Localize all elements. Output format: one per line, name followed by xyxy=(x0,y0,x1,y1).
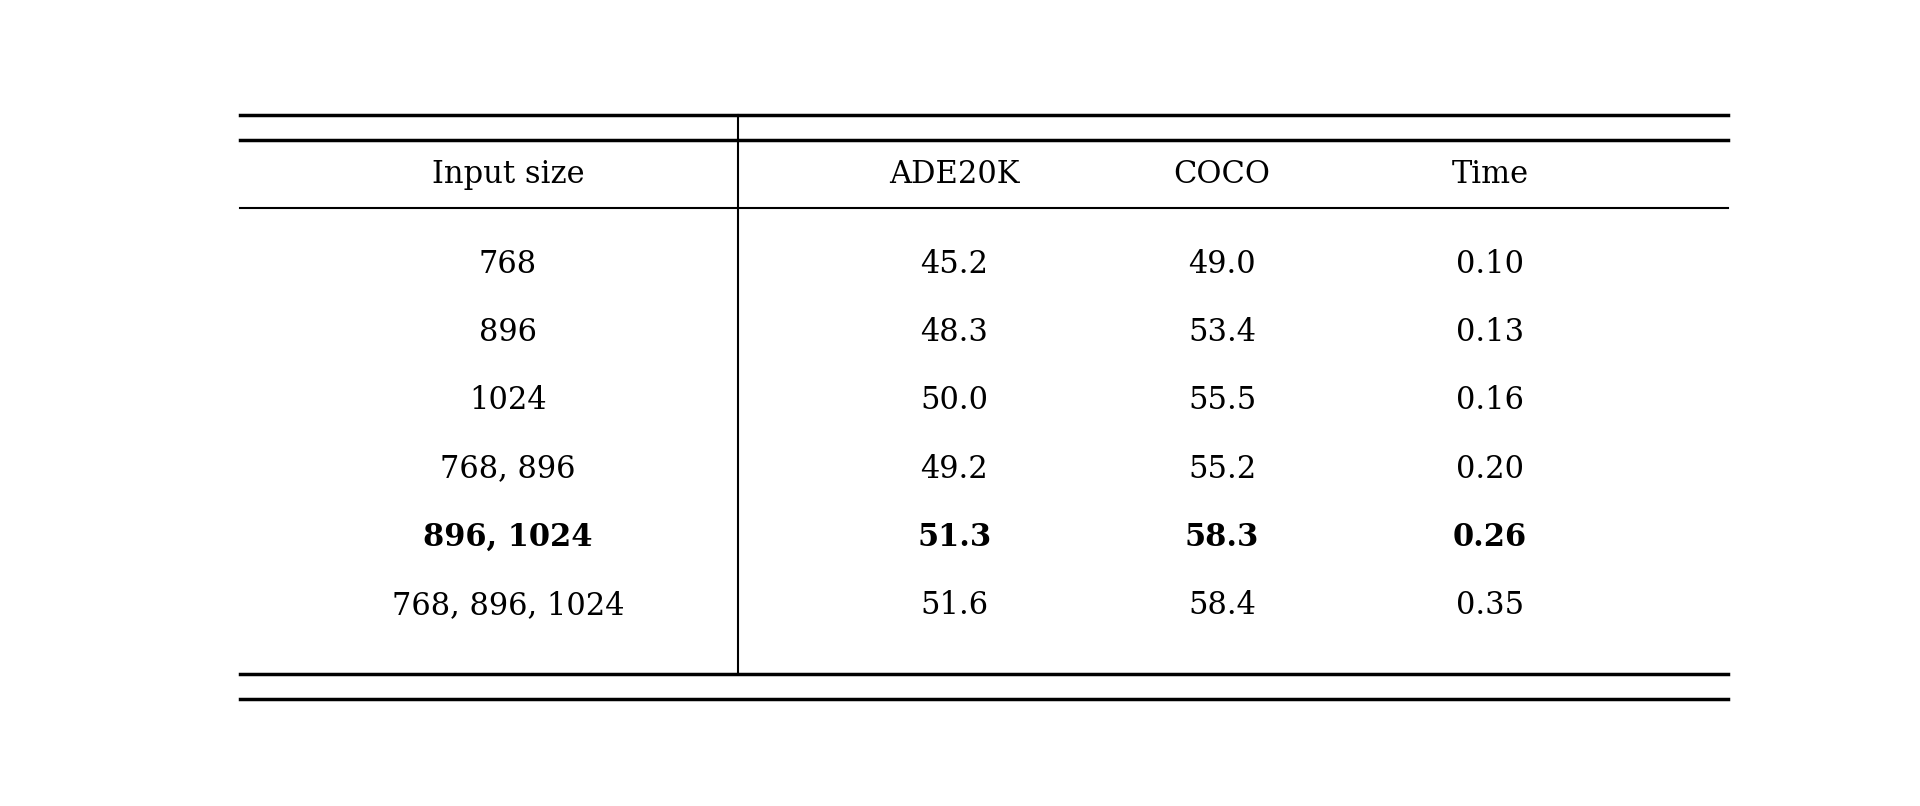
Text: 0.16: 0.16 xyxy=(1455,385,1524,417)
Text: 45.2: 45.2 xyxy=(920,249,989,280)
Text: 58.4: 58.4 xyxy=(1188,590,1256,621)
Text: 0.13: 0.13 xyxy=(1455,317,1524,348)
Text: 768, 896: 768, 896 xyxy=(440,454,576,484)
Text: 0.20: 0.20 xyxy=(1455,454,1524,484)
Text: 768, 896, 1024: 768, 896, 1024 xyxy=(392,590,624,621)
Text: 51.6: 51.6 xyxy=(920,590,989,621)
Text: 48.3: 48.3 xyxy=(920,317,989,348)
Text: 49.0: 49.0 xyxy=(1188,249,1256,280)
Text: 896, 1024: 896, 1024 xyxy=(422,521,593,553)
Text: Input size: Input size xyxy=(432,159,584,189)
Text: 0.26: 0.26 xyxy=(1453,521,1526,553)
Text: 896: 896 xyxy=(478,317,538,348)
Text: 1024: 1024 xyxy=(468,385,547,417)
Text: 0.10: 0.10 xyxy=(1455,249,1524,280)
Text: 768: 768 xyxy=(478,249,538,280)
Text: 49.2: 49.2 xyxy=(920,454,989,484)
Text: 53.4: 53.4 xyxy=(1188,317,1256,348)
Text: 50.0: 50.0 xyxy=(920,385,989,417)
Text: ADE20K: ADE20K xyxy=(889,159,1020,189)
Text: 55.2: 55.2 xyxy=(1188,454,1256,484)
Text: Time: Time xyxy=(1452,159,1528,189)
Text: 0.35: 0.35 xyxy=(1455,590,1524,621)
Text: 55.5: 55.5 xyxy=(1188,385,1256,417)
Text: 51.3: 51.3 xyxy=(918,521,991,553)
Text: COCO: COCO xyxy=(1173,159,1271,189)
Text: 58.3: 58.3 xyxy=(1185,521,1260,553)
